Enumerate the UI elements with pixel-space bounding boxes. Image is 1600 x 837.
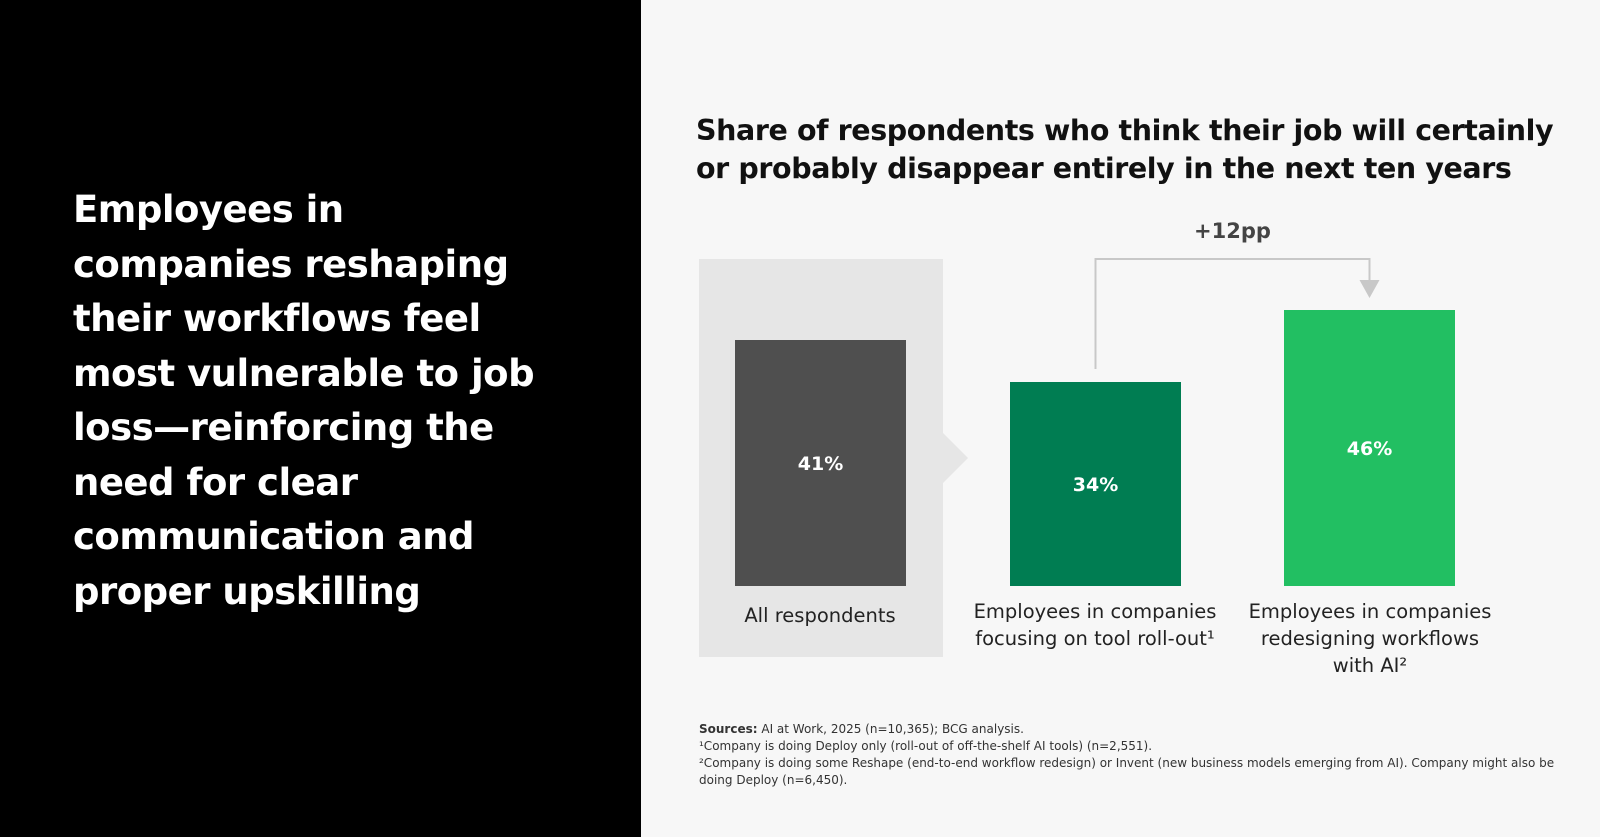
chart-title: Share of respondents who think their job… (696, 114, 1554, 185)
left-panel: Employees in companies reshaping their w… (0, 0, 641, 837)
category-label-workflow-redesign: Employees in companies redesigning workf… (1248, 600, 1492, 677)
difference-connector (1094, 258, 1371, 369)
sources-text: AI at Work, 2025 (n=10,365); BCG analysi… (757, 722, 1024, 736)
sources-line: Sources: AI at Work, 2025 (n=10,365); BC… (699, 721, 1579, 738)
bar-all-respondents (735, 340, 906, 586)
difference-arrowhead (1359, 280, 1380, 298)
sources-label: Sources: (699, 722, 758, 736)
footnote-2: ²Company is doing some Reshape (end-to-e… (699, 756, 1555, 787)
value-label-tool-rollout: 34% (1073, 474, 1118, 496)
value-label-workflow-redesign: 46% (1347, 438, 1392, 460)
difference-annotation: +12pp (1194, 219, 1271, 243)
footnote-1: ¹Company is doing Deploy only (roll-out … (699, 739, 1153, 753)
bar-tool-rollout (1010, 382, 1181, 586)
value-label-all-respondents: 41% (798, 453, 843, 475)
footnotes: Sources: AI at Work, 2025 (n=10,365); BC… (699, 721, 1579, 789)
category-label-tool-rollout: Employees in companies focusing on tool … (973, 600, 1217, 650)
category-label-all-respondents: All respondents (744, 604, 896, 627)
headline: Employees in companies reshaping their w… (73, 188, 535, 613)
bar-workflow-redesign (1284, 310, 1455, 586)
